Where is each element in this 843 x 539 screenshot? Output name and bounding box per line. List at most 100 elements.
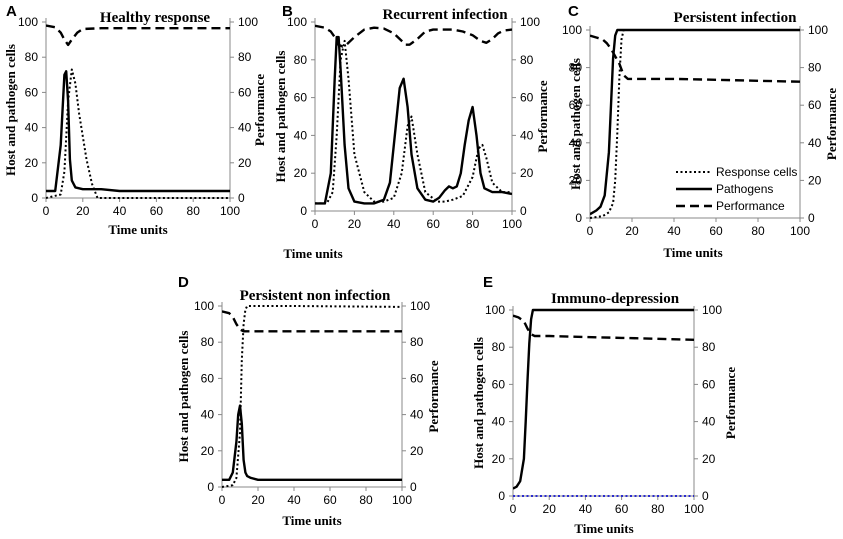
panel-b-x-tick-label: 0 [312, 217, 319, 231]
panel-b-y-tick-label: 80 [294, 53, 308, 67]
panel-a-x-tick-label: 40 [113, 204, 127, 218]
panel-d-x-axis-label: Time units [282, 513, 341, 528]
panel-e-y2-tick-label: 80 [702, 340, 716, 354]
panel-a-y-tick-label: 40 [25, 121, 39, 135]
panel-c-y-tick-label: 40 [569, 136, 583, 150]
panel-d-y-tick-label: 20 [201, 444, 215, 458]
panel-c-y2-tick-label: 20 [808, 173, 822, 187]
panel-d-x-tick-label: 60 [323, 493, 337, 507]
panel-b-title: Recurrent infection [382, 7, 508, 23]
panel-d-x-tick-label: 0 [219, 493, 226, 507]
panel-b-x-tick-label: 80 [466, 217, 480, 231]
panel-c-y2-tick-label: 100 [808, 23, 828, 37]
panel-b-y-axis-label: Host and pathogen cells [273, 51, 288, 183]
panel-a-y2-tick-label: 60 [238, 85, 252, 99]
panel-b-y2-axis-label: Performance [535, 80, 550, 152]
panel-c-x-axis-label: Time units [663, 245, 722, 260]
panel-a-y2-axis-label: Performance [252, 74, 267, 146]
panel-a-x-tick-label: 60 [150, 204, 164, 218]
panel-d-series-pathogens [222, 404, 402, 481]
panel-d-y-axis-label: Host and pathogen cells [176, 331, 191, 463]
panel-c-x-tick-label: 60 [709, 224, 723, 238]
panel-d-y2-tick-label: 60 [410, 371, 424, 385]
panel-e-x-tick-label: 60 [615, 502, 629, 516]
panel-a-title: Healthy response [100, 10, 210, 26]
panel-e-y2-tick-label: 100 [702, 303, 722, 317]
panel-b-y2-tick-label: 20 [520, 166, 534, 180]
panel-b-y-tick-label: 0 [300, 204, 307, 218]
panel-a-x-tick-label: 0 [43, 204, 50, 218]
panel-c-y2-axis-label: Performance [824, 88, 839, 160]
panel-c-series-pathogens [590, 28, 800, 216]
panel-e-series-pathogens [513, 308, 694, 490]
panel-c-x-tick-label: 100 [790, 224, 810, 238]
panel-e-y-tick-label: 0 [498, 489, 505, 503]
panel-b-y2-tick-label: 100 [520, 15, 540, 29]
panel-b-y-tick-label: 40 [294, 128, 308, 142]
panel-b-y-tick-label: 60 [294, 91, 308, 105]
panel-a-y2-tick-label: 80 [238, 50, 252, 64]
panel-c-y2-tick-label: 40 [808, 136, 822, 150]
panel-b-y-tick-label: 20 [294, 166, 308, 180]
panel-d-title: Persistent non infection [240, 288, 391, 304]
panel-e-x-tick-label: 80 [651, 502, 665, 516]
panel-c-letter: C [568, 3, 579, 20]
panel-b-x-tick-label: 60 [427, 217, 441, 231]
panel-a-y-axis-label: Host and pathogen cells [3, 44, 18, 176]
panel-a-y-tick-label: 0 [31, 191, 38, 205]
panel-c: C Persistent infection 0 20 40 60 80 100 0 20 40 60… [562, 3, 839, 260]
panel-b-letter: B [282, 3, 293, 20]
panel-e-y-tick-label: 20 [492, 452, 506, 466]
panel-d-y-tick-label: 0 [207, 480, 214, 494]
panel-b-y2-tick-label: 0 [520, 204, 527, 218]
panel-d-y-tick-label: 40 [201, 408, 215, 422]
panel-d-y2-tick-label: 20 [410, 444, 424, 458]
panel-a-series-performance [46, 24, 230, 47]
panel-a-series-response-cells [46, 68, 230, 199]
panel-d-y2-tick-label: 100 [410, 299, 430, 313]
panel-b-y2-tick-label: 60 [520, 91, 534, 105]
panel-a-x-tick-label: 20 [76, 204, 90, 218]
panel-d-y-tick-label: 60 [201, 371, 215, 385]
panel-e-y2-axis-label: Performance [723, 367, 738, 439]
panel-c-y-axis-label: Host and pathogen cells [568, 58, 583, 190]
panel-b-x-tick-label: 20 [348, 217, 362, 231]
panel-e-x-tick-label: 0 [510, 502, 517, 516]
panel-d-y-tick-label: 100 [194, 299, 214, 313]
legend-label-response: Response cells [716, 165, 797, 179]
panel-c-y-tick-label: 20 [569, 173, 583, 187]
panel-c-y-tick-label: 80 [569, 61, 583, 75]
panel-a-y-tick-label: 60 [25, 85, 39, 99]
panel-d-series-performance [222, 310, 402, 333]
panel-e-x-axis-label: Time units [574, 521, 633, 536]
panel-a-y2-tick-label: 20 [238, 156, 252, 170]
panel-c-y-tick-label: 0 [575, 211, 582, 225]
panel-a-y-tick-label: 20 [25, 156, 39, 170]
legend: Response cells Pathogens Performance [676, 165, 797, 213]
panel-e-y2-tick-label: 40 [702, 415, 716, 429]
panel-b-series-pathogens [315, 35, 512, 205]
panel-e-y2-tick-label: 0 [702, 489, 709, 503]
legend-label-performance: Performance [716, 199, 785, 213]
panel-e-y2-tick-label: 20 [702, 452, 716, 466]
panel-c-x-tick-label: 20 [625, 224, 639, 238]
panel-e-letter: E [483, 274, 493, 291]
panel-a-y2-tick-label: 100 [238, 15, 258, 29]
panel-c-x-tick-label: 0 [587, 224, 594, 238]
legend-label-pathogen: Pathogens [716, 182, 773, 196]
panel-d-letter: D [178, 274, 189, 291]
panel-e-title: Immuno-depression [551, 291, 680, 307]
panel-d-x-tick-label: 100 [392, 493, 412, 507]
panel-a-y-tick-label: 80 [25, 50, 39, 64]
panel-a-x-axis-label: Time units [108, 222, 167, 237]
panel-e-y-tick-label: 100 [485, 303, 505, 317]
panel-b-x-tick-label: 100 [502, 217, 522, 231]
panel-c-y2-tick-label: 60 [808, 98, 822, 112]
panel-c-x-tick-label: 80 [751, 224, 765, 238]
panel-c-title: Persistent infection [674, 10, 798, 26]
panel-e-y-tick-label: 80 [492, 340, 506, 354]
panel-d-y-tick-label: 80 [201, 335, 215, 349]
